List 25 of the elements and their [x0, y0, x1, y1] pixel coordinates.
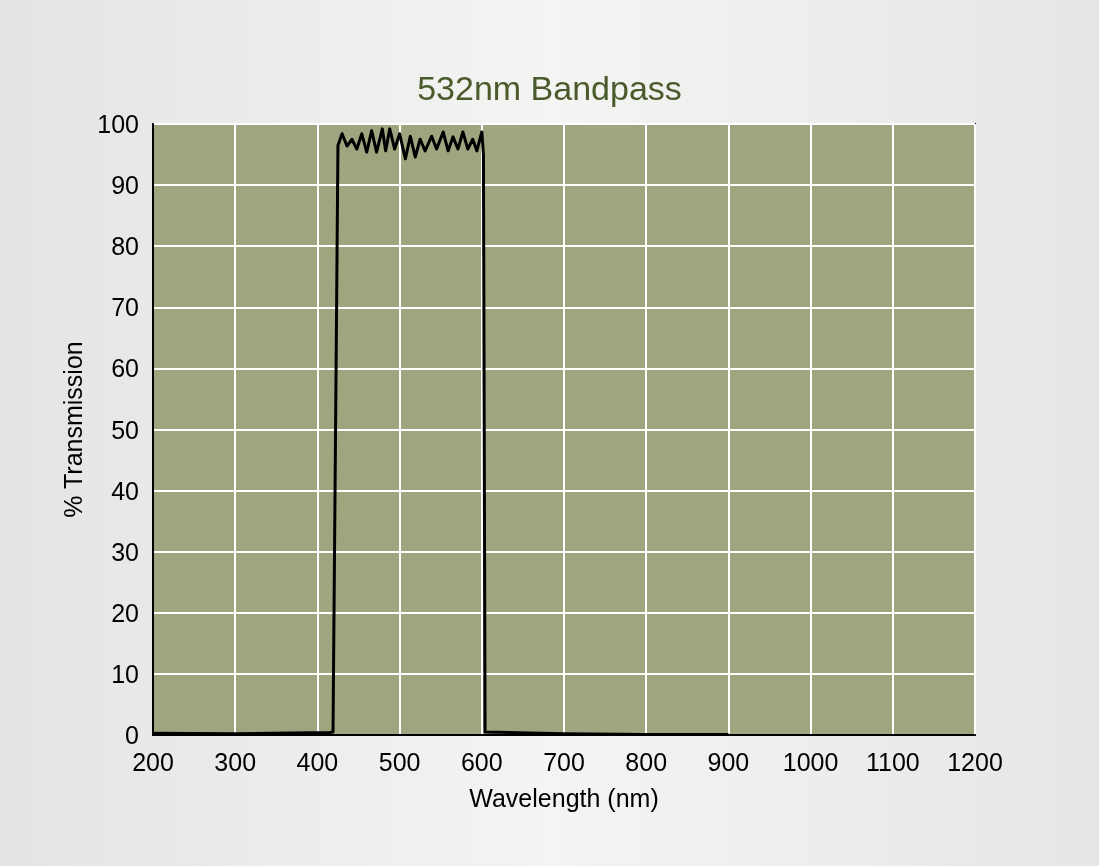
y-tick-label: 10 [111, 659, 139, 688]
x-tick-label: 600 [460, 747, 503, 776]
x-tick-label: 500 [378, 747, 421, 776]
y-tick-label: 40 [111, 476, 139, 505]
x-tick-label: 400 [296, 747, 339, 776]
x-tick-label: 1000 [782, 747, 839, 776]
x-tick-label: 1200 [947, 747, 1003, 776]
x-tick-label: 1100 [865, 747, 920, 776]
x-tick-label: 900 [707, 747, 750, 776]
y-tick-label: 80 [111, 232, 139, 261]
y-tick-label: 30 [111, 537, 139, 566]
x-tick-label: 200 [132, 747, 174, 776]
chart-title: 532nm Bandpass [417, 69, 682, 107]
x-tick-label: 700 [543, 747, 585, 776]
x-tick-label: 800 [625, 747, 668, 776]
x-axis-title: Wavelength (nm) [469, 783, 659, 812]
y-tick-label: 90 [111, 171, 139, 200]
y-tick-label: 70 [111, 293, 139, 322]
y-tick-label: 50 [111, 415, 139, 444]
x-tick-label: 300 [214, 747, 257, 776]
y-tick-label: 20 [111, 598, 139, 627]
y-tick-label: 100 [97, 110, 139, 138]
y-tick-label: 0 [125, 721, 139, 749]
y-tick-label: 60 [111, 354, 139, 383]
y-axis-title: % Transmission [58, 341, 87, 518]
